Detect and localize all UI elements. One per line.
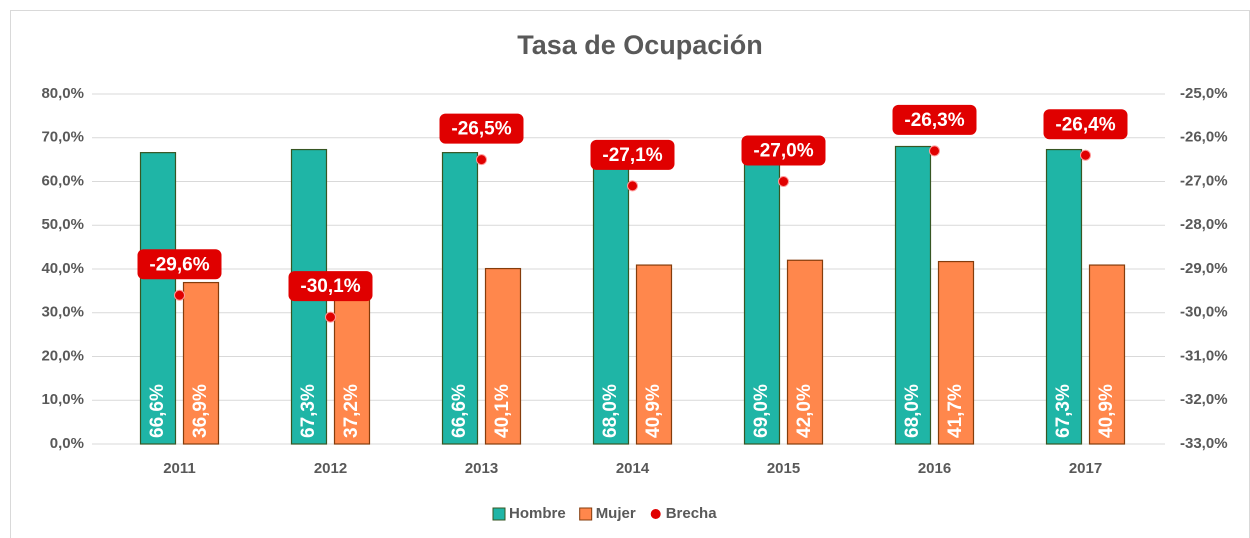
bar-value-label: 68,0% <box>902 384 923 438</box>
bar-value-label: 66,6% <box>147 384 168 438</box>
y2-tick-label: -27,0% <box>1180 172 1228 189</box>
bar-value-label: 41,7% <box>945 384 966 438</box>
x-tick-label: 2011 <box>163 460 196 477</box>
legend-label: Brecha <box>666 505 718 522</box>
bar <box>635 264 673 445</box>
bar <box>894 145 932 445</box>
data-label: -27,0% <box>741 135 826 166</box>
data-label: -26,4% <box>1043 109 1128 140</box>
y-tick-label: 50,0% <box>41 216 84 233</box>
y2-tick-label: -31,0% <box>1180 347 1228 364</box>
data-label: -30,1% <box>288 271 373 302</box>
bar-value-label: 42,0% <box>794 384 815 438</box>
data-label-box <box>137 249 222 280</box>
data-label-text: -27,1% <box>602 145 662 166</box>
bar-value-label: 69,0% <box>751 384 772 438</box>
point <box>476 154 487 166</box>
bar-value-label: 40,1% <box>492 384 513 438</box>
bar-value-label: 37,2% <box>341 384 362 438</box>
bar <box>743 141 781 445</box>
data-label-text: -29,6% <box>149 254 209 275</box>
bar <box>333 280 371 445</box>
legend-swatch <box>579 507 593 521</box>
bar-value-label: 40,9% <box>643 384 664 438</box>
y2-tick-label: -29,0% <box>1180 260 1228 277</box>
y-tick-label: 20,0% <box>41 347 84 364</box>
legend-label: Mujer <box>596 505 636 522</box>
data-label-text: -26,4% <box>1055 114 1115 135</box>
bar <box>441 152 479 445</box>
x-tick-label: 2014 <box>616 460 650 477</box>
data-label-box <box>439 113 524 144</box>
x-tick-label: 2013 <box>465 460 498 477</box>
bar <box>786 259 824 445</box>
bar <box>182 281 220 445</box>
point <box>627 180 638 192</box>
x-tick-label: 2016 <box>918 460 951 477</box>
point <box>778 176 789 187</box>
data-label-box <box>288 271 373 302</box>
data-label: -26,5% <box>439 113 524 144</box>
data-label-text: -27,0% <box>753 141 813 162</box>
bar-value-label: 68,0% <box>600 384 621 438</box>
y2-tick-label: -28,0% <box>1180 216 1228 233</box>
y2-tick-label: -32,0% <box>1180 391 1228 408</box>
point <box>325 311 336 323</box>
bar <box>1045 148 1083 445</box>
y-tick-label: 70,0% <box>41 129 84 146</box>
legend-label: Hombre <box>509 505 566 522</box>
x-tick-label: 2015 <box>767 460 800 477</box>
data-label-box <box>590 139 675 170</box>
bar-value-label: 66,6% <box>449 384 470 438</box>
y-tick-label: 40,0% <box>41 260 84 277</box>
data-label-text: -30,1% <box>300 276 360 297</box>
y-tick-label: 10,0% <box>41 391 84 408</box>
y-tick-label: 80,0% <box>41 85 84 102</box>
bar <box>592 145 630 445</box>
data-label-box <box>1043 109 1128 140</box>
data-label-box <box>741 135 826 166</box>
chart-title: Tasa de Ocupación <box>517 30 763 60</box>
bar-value-label: 40,9% <box>1096 384 1117 438</box>
legend-swatch <box>492 507 506 521</box>
data-label-text: -26,3% <box>904 110 964 131</box>
y-tick-label: 30,0% <box>41 304 84 321</box>
point <box>1080 149 1091 161</box>
bar-value-label: 67,3% <box>298 384 319 438</box>
bar-value-label: 36,9% <box>190 384 211 438</box>
y-tick-label: 0,0% <box>50 435 84 452</box>
data-label: -29,6% <box>137 249 222 280</box>
data-label-text: -26,5% <box>451 119 511 140</box>
bar <box>937 260 975 445</box>
y2-tick-label: -33,0% <box>1180 435 1228 452</box>
bar <box>484 267 522 445</box>
point <box>929 145 940 157</box>
point <box>174 289 185 301</box>
y2-tick-label: -25,0% <box>1180 85 1228 102</box>
legend-swatch <box>650 509 661 519</box>
y2-tick-label: -30,0% <box>1180 304 1228 321</box>
data-label: -27,1% <box>590 139 675 170</box>
y2-tick-label: -26,0% <box>1180 129 1228 146</box>
data-label: -26,3% <box>892 104 977 135</box>
y-tick-label: 60,0% <box>41 172 84 189</box>
x-tick-label: 2017 <box>1069 460 1102 477</box>
x-tick-label: 2012 <box>314 460 347 477</box>
bar <box>1088 264 1126 445</box>
bar-value-label: 67,3% <box>1053 384 1074 438</box>
data-label-box <box>892 104 977 135</box>
